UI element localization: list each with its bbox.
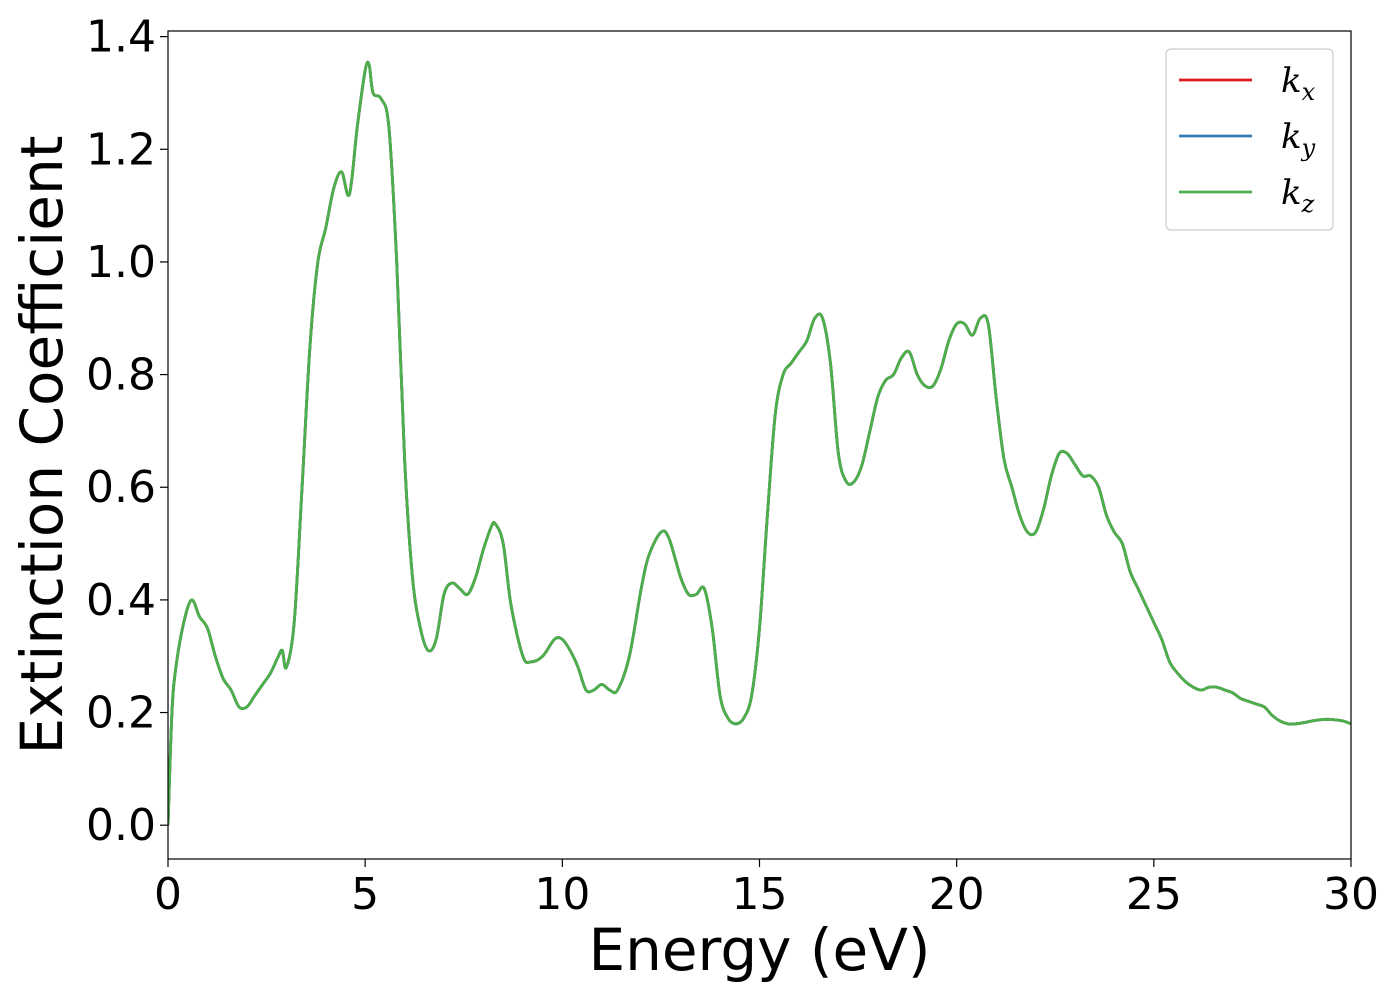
y-tick-label: 0.0	[86, 800, 156, 851]
y-tick-label: 0.4	[86, 575, 156, 626]
x-tick-label: 20	[929, 869, 985, 920]
x-tick-label: 10	[534, 869, 590, 920]
legend: kx ky kz	[1165, 48, 1334, 231]
y-tick-label: 0.2	[86, 688, 156, 739]
x-tick-label: 25	[1126, 869, 1182, 920]
x-axis: 0 5 10 15 20 25 30	[154, 859, 1379, 920]
y-tick-label: 1.4	[86, 12, 156, 63]
x-tick-label: 15	[732, 869, 788, 920]
y-axis-title: Extinction Coefficient	[8, 136, 76, 755]
y-tick-label: 1.2	[86, 124, 156, 175]
x-tick-label: 30	[1323, 869, 1379, 920]
legend-label-kz: kz	[1281, 173, 1315, 218]
legend-label-ky: ky	[1281, 117, 1316, 162]
legend-label-kx: kx	[1281, 61, 1316, 106]
x-axis-title: Energy (eV)	[588, 916, 930, 984]
x-tick-label: 0	[154, 869, 182, 920]
y-tick-label: 1.0	[86, 237, 156, 288]
x-tick-label: 5	[351, 869, 379, 920]
series-line-kz	[168, 60, 1351, 826]
legend-box	[1165, 48, 1334, 231]
y-axis: 0.0 0.2 0.4 0.6 0.8 1.0 1.2 1.4	[86, 12, 168, 851]
y-tick-label: 0.8	[86, 350, 156, 401]
y-tick-label: 0.6	[86, 462, 156, 513]
series-layer	[168, 60, 1351, 826]
